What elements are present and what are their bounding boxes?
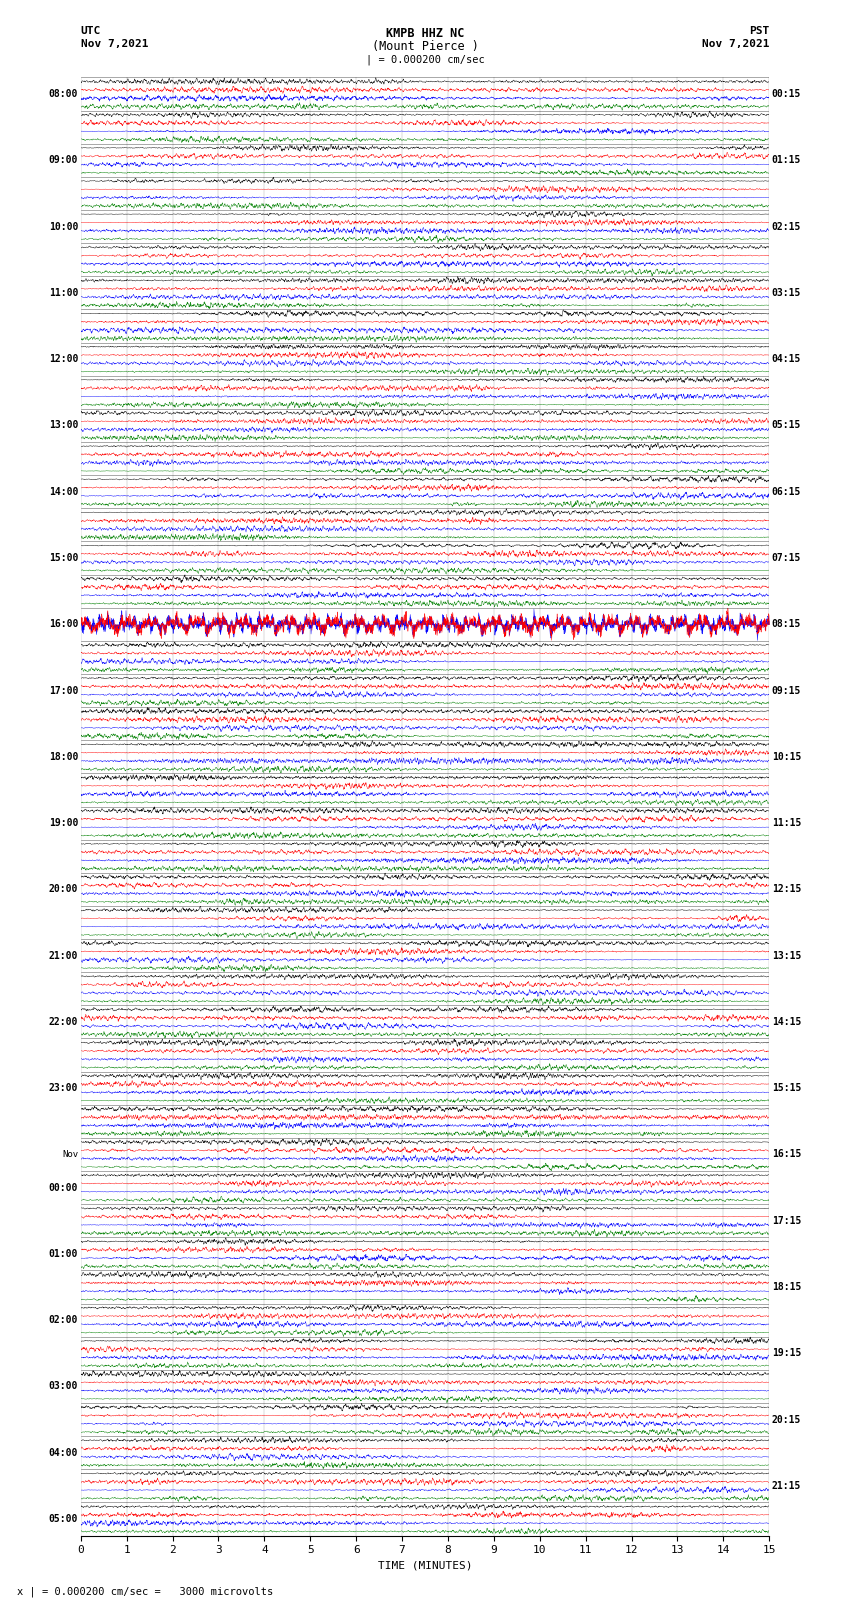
Text: 16:00: 16:00 [48,619,78,629]
Text: 08:00: 08:00 [48,89,78,98]
Text: 06:15: 06:15 [772,487,802,497]
Text: 14:00: 14:00 [48,487,78,497]
Text: 14:15: 14:15 [772,1016,802,1027]
Text: Nov: Nov [62,1150,78,1160]
Text: 17:15: 17:15 [772,1216,802,1226]
Text: 18:15: 18:15 [772,1282,802,1292]
Text: 09:00: 09:00 [48,155,78,165]
Text: 13:00: 13:00 [48,421,78,431]
Text: PST: PST [749,26,769,35]
Text: 05:15: 05:15 [772,421,802,431]
X-axis label: TIME (MINUTES): TIME (MINUTES) [377,1561,473,1571]
Text: 13:15: 13:15 [772,950,802,961]
Text: 02:00: 02:00 [48,1315,78,1326]
Text: KMPB HHZ NC: KMPB HHZ NC [386,27,464,40]
Text: 23:00: 23:00 [48,1084,78,1094]
Text: 07:15: 07:15 [772,553,802,563]
Text: 17:00: 17:00 [48,686,78,695]
Text: 01:15: 01:15 [772,155,802,165]
Text: 09:15: 09:15 [772,686,802,695]
Text: Nov 7,2021: Nov 7,2021 [81,39,148,48]
Text: 22:00: 22:00 [48,1016,78,1027]
Text: 19:15: 19:15 [772,1348,802,1358]
Text: 11:00: 11:00 [48,287,78,298]
Text: 04:00: 04:00 [48,1448,78,1458]
Text: 11:15: 11:15 [772,818,802,827]
Text: | = 0.000200 cm/sec: | = 0.000200 cm/sec [366,55,484,66]
Text: 20:15: 20:15 [772,1415,802,1424]
Text: Nov 7,2021: Nov 7,2021 [702,39,769,48]
Text: 00:00: 00:00 [48,1182,78,1192]
Text: 18:00: 18:00 [48,752,78,761]
Text: 01:00: 01:00 [48,1248,78,1258]
Text: 21:15: 21:15 [772,1481,802,1490]
Text: x | = 0.000200 cm/sec =   3000 microvolts: x | = 0.000200 cm/sec = 3000 microvolts [17,1586,273,1597]
Text: 12:00: 12:00 [48,355,78,365]
Text: 21:00: 21:00 [48,950,78,961]
Text: 02:15: 02:15 [772,221,802,232]
Text: UTC: UTC [81,26,101,35]
Text: 19:00: 19:00 [48,818,78,827]
Text: 15:00: 15:00 [48,553,78,563]
Text: 04:15: 04:15 [772,355,802,365]
Text: 05:00: 05:00 [48,1515,78,1524]
Text: 03:00: 03:00 [48,1381,78,1392]
Text: 20:00: 20:00 [48,884,78,894]
Text: 15:15: 15:15 [772,1084,802,1094]
Text: 16:15: 16:15 [772,1150,802,1160]
Text: 08:15: 08:15 [772,619,802,629]
Text: (Mount Pierce ): (Mount Pierce ) [371,40,479,53]
Text: 10:00: 10:00 [48,221,78,232]
Text: 10:15: 10:15 [772,752,802,761]
Text: 00:15: 00:15 [772,89,802,98]
Text: 12:15: 12:15 [772,884,802,894]
Text: 03:15: 03:15 [772,287,802,298]
